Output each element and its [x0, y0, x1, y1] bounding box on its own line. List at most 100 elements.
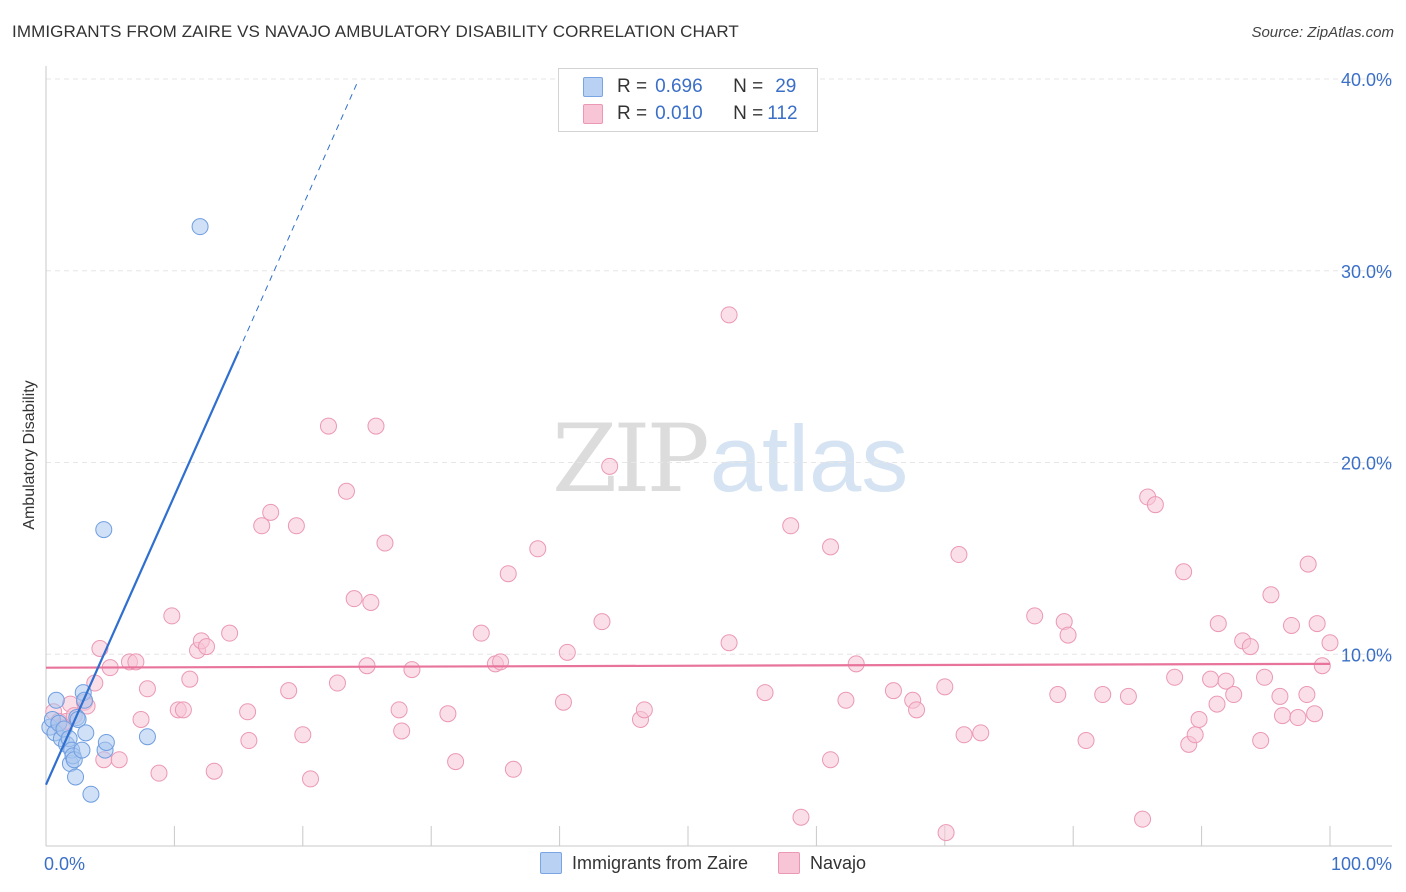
navajo-point	[558, 643, 576, 661]
navajo-point	[1094, 686, 1112, 704]
navajo-point	[345, 590, 363, 608]
legend-swatch-navajo	[583, 104, 603, 124]
navajo-point	[181, 670, 199, 688]
navajo-point	[1208, 695, 1226, 713]
navajo-point	[294, 726, 312, 744]
series-legend: Immigrants from Zaire Navajo	[540, 852, 896, 874]
y-tick-label: 20.0%	[1341, 454, 1392, 474]
navajo-point	[253, 517, 271, 535]
navajo-point	[174, 701, 192, 719]
navajo-point	[936, 678, 954, 696]
navajo-point	[127, 653, 145, 671]
zaire-point	[73, 741, 91, 759]
navajo-point	[884, 682, 902, 700]
navajo-point	[1282, 616, 1300, 634]
legend-n-label: N =	[733, 103, 764, 124]
navajo-point	[319, 417, 337, 435]
navajo-point	[1146, 496, 1164, 514]
y-tick-label: 40.0%	[1341, 70, 1392, 90]
navajo-point	[601, 457, 619, 475]
zaire-point	[77, 724, 95, 742]
navajo-point	[337, 482, 355, 500]
navajo-point	[1166, 668, 1184, 686]
zaire-point	[138, 728, 156, 746]
navajo-point	[1119, 687, 1137, 705]
navajo-point	[1134, 810, 1152, 828]
navajo-point	[1049, 686, 1067, 704]
navajo-point	[972, 724, 990, 742]
zaire-point	[95, 521, 113, 539]
navajo-point	[1077, 732, 1095, 750]
navajo-point	[593, 613, 611, 631]
navajo-point	[1175, 563, 1193, 581]
navajo-point	[1202, 670, 1220, 688]
navajo-point	[280, 682, 298, 700]
navajo-point	[1289, 709, 1307, 727]
navajo-point	[1321, 634, 1339, 652]
navajo-point	[221, 624, 239, 642]
source-label: Source: ZipAtlas.com	[1251, 24, 1394, 41]
navajo-point	[110, 751, 128, 769]
navajo-point	[376, 534, 394, 552]
navajo-point	[1059, 626, 1077, 644]
navajo-point	[720, 634, 738, 652]
legend-r-value-navajo: 0.010	[655, 103, 703, 124]
navajo-point	[847, 655, 865, 673]
navajo-trend-line	[45, 662, 1331, 669]
navajo-point	[1225, 686, 1243, 704]
legend-r-label: R =	[617, 103, 648, 124]
navajo-point	[390, 701, 408, 719]
zaire-point	[67, 768, 85, 786]
y-tick-label: 30.0%	[1341, 262, 1392, 282]
navajo-point	[492, 653, 510, 671]
watermark-zip: ZIP	[552, 405, 710, 514]
navajo-point	[262, 503, 280, 521]
navajo-point	[138, 680, 156, 698]
navajo-point	[499, 565, 517, 583]
navajo-point	[240, 732, 258, 750]
navajo-point	[403, 661, 421, 679]
navajo-point	[472, 624, 490, 642]
zaire-point	[97, 733, 115, 751]
navajo-point	[328, 674, 346, 692]
navajo-point	[955, 726, 973, 744]
legend-swatch-navajo	[778, 852, 801, 874]
correlation-legend: R = 0.696 N = 29 R = 0.010 N = 112	[558, 68, 818, 132]
navajo-point	[908, 701, 926, 719]
navajo-point	[163, 607, 181, 625]
watermark-atlas: atlas	[709, 406, 909, 511]
navajo-point	[205, 762, 223, 780]
navajo-point	[950, 546, 968, 564]
zaire-trend-extension	[238, 80, 359, 352]
x-tick-label-max: 100.0%	[1331, 854, 1392, 874]
navajo-point	[198, 638, 215, 656]
legend-swatch-zaire	[583, 77, 603, 97]
legend-n-value-zaire: 29	[775, 76, 797, 97]
chart-title: IMMIGRANTS FROM ZAIRE VS NAVAJO AMBULATO…	[12, 22, 739, 41]
navajo-point	[792, 808, 810, 826]
zaire-point	[191, 218, 209, 236]
legend-r-value-zaire: 0.696	[655, 76, 703, 97]
navajo-point	[439, 705, 457, 723]
x-tick-label-min: 0.0%	[44, 854, 85, 874]
navajo-point	[1306, 705, 1324, 723]
legend-n-value-navajo: 112	[767, 103, 798, 124]
navajo-point	[1308, 615, 1326, 633]
navajo-point	[150, 764, 168, 782]
legend-item-zaire: Immigrants from Zaire	[540, 852, 748, 874]
navajo-point	[132, 710, 150, 728]
navajo-point	[529, 540, 547, 558]
navajo-point	[554, 693, 572, 711]
navajo-point	[1026, 607, 1044, 625]
navajo-point	[1271, 687, 1289, 705]
legend-n-label: N =	[733, 76, 764, 97]
navajo-point	[287, 517, 305, 535]
navajo-point	[1190, 710, 1208, 728]
legend-row-zaire: R = 0.696 N = 29	[583, 75, 797, 99]
navajo-point	[937, 824, 955, 842]
legend-item-navajo: Navajo	[778, 852, 866, 874]
navajo-point	[1186, 726, 1204, 744]
navajo-point	[720, 306, 738, 324]
navajo-point	[302, 770, 320, 788]
